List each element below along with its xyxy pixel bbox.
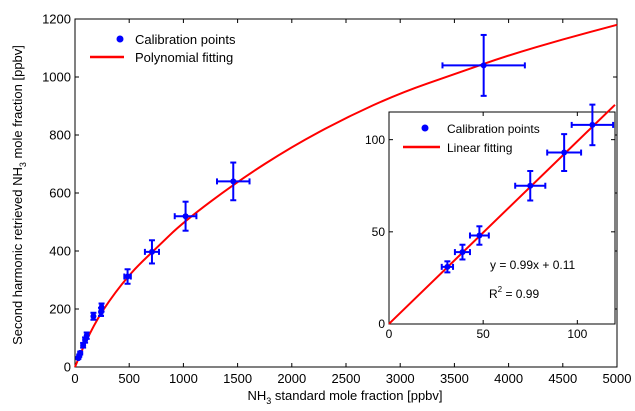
main-point-marker — [90, 313, 97, 320]
main-y-tick-label: 800 — [49, 128, 71, 143]
main-y-tick-label: 200 — [49, 302, 71, 317]
main-point-marker — [124, 273, 131, 280]
main-y-label-post: mole fraction [ppbv] — [10, 45, 25, 162]
inset-point-marker — [589, 121, 596, 128]
main-point-marker — [83, 332, 90, 339]
main-data-point — [98, 302, 105, 313]
inset-data-point — [546, 133, 583, 172]
main-y-label-pre: Second harmonic retrieved NH — [10, 167, 25, 345]
main-legend-label-points: Calibration points — [135, 32, 236, 47]
main-data-point — [173, 200, 198, 232]
main-x-axis-label: NH3 standard mole fraction [ppbv] — [247, 388, 442, 406]
main-x-tick-label: 2000 — [277, 371, 306, 386]
main-legend-label-fit: Polynomial fitting — [135, 50, 233, 65]
inset-data-point — [570, 103, 615, 147]
inset-data-point — [440, 260, 455, 274]
main-y-tick-label: 0 — [64, 360, 71, 375]
inset-point-marker — [561, 149, 568, 156]
main-x-tick-label: 4500 — [548, 371, 577, 386]
inset-point-marker — [476, 232, 483, 239]
inset-r2-rest: = 0.99 — [502, 287, 539, 301]
inset-y-tick-label: 100 — [365, 133, 385, 147]
main-y-axis-label: Second harmonic retrieved NH3 mole fract… — [10, 45, 28, 345]
inset-r2-sup: 2 — [498, 285, 503, 294]
main-x-tick-label: 3500 — [440, 371, 469, 386]
main-point-marker — [77, 350, 84, 357]
main-x-label-nh: NH — [247, 388, 266, 403]
main-y-label-sub: 3 — [18, 162, 28, 167]
inset-x-tick-label: 100 — [567, 327, 587, 341]
inset-data-point — [453, 243, 471, 261]
inset-axes-frame — [388, 111, 616, 325]
main-data-point — [83, 331, 90, 340]
main-x-label-sub: 3 — [266, 396, 271, 406]
main-y-tick-label: 1200 — [42, 12, 71, 27]
main-x-tick-label: 3000 — [386, 371, 415, 386]
main-data-point — [216, 161, 251, 202]
main-legend-marker-points — [116, 35, 124, 43]
main-x-tick-label: 4000 — [494, 371, 523, 386]
main-data-point — [77, 350, 84, 357]
main-x-tick-label: 500 — [118, 371, 140, 386]
main-point-marker — [182, 213, 189, 220]
main-y-tick-label: 400 — [49, 244, 71, 259]
main-data-point — [123, 268, 132, 285]
main-point-marker — [148, 248, 155, 255]
main-data-point — [441, 33, 526, 97]
main-data-point — [90, 311, 97, 321]
inset-point-marker — [459, 249, 466, 256]
main-x-tick-label: 0 — [71, 371, 78, 386]
inset-y-tick-label: 50 — [372, 225, 386, 239]
inset-x-tick-label: 50 — [476, 327, 490, 341]
main-x-tick-label: 2500 — [332, 371, 361, 386]
main-legend: Calibration points Polynomial fitting — [90, 32, 236, 65]
inset-r2-base: R — [489, 287, 498, 301]
main-point-marker — [80, 342, 87, 349]
inset-point-marker — [527, 182, 534, 189]
main-plot: 0 500 1000 1500 2000 2500 3000 3500 4000 4500 5000… — [42, 12, 631, 386]
main-y-tick-label: 1000 — [42, 70, 71, 85]
main-x-tick-label: 1500 — [223, 371, 252, 386]
inset-fit-equation: y = 0.99x + 0.11 — [490, 258, 575, 272]
main-y-tick-label: 600 — [49, 186, 71, 201]
inset-legend-label-points: Calibration points — [447, 122, 540, 136]
main-data-point — [143, 239, 161, 265]
inset-data-point — [514, 169, 547, 202]
main-point-marker — [480, 62, 487, 69]
inset-point-marker — [444, 263, 451, 270]
inset-legend-label-fit: Linear fitting — [447, 141, 512, 155]
main-point-marker — [230, 178, 237, 185]
inset-data-point — [468, 225, 490, 246]
inset-legend: Calibration points Linear fitting — [403, 122, 540, 155]
main-x-tick-label: 5000 — [603, 371, 632, 386]
inset-y-tick-label: 0 — [378, 317, 385, 331]
main-x-label-rest: standard mole fraction [ppbv] — [271, 388, 442, 403]
inset-legend-marker-points — [421, 124, 429, 132]
main-point-marker — [98, 304, 105, 311]
inset-fit-line — [388, 104, 616, 325]
inset-r-squared: R2 = 0.99 — [489, 285, 539, 301]
main-x-tick-label: 1000 — [169, 371, 198, 386]
inset-x-tick-label: 0 — [386, 327, 393, 341]
